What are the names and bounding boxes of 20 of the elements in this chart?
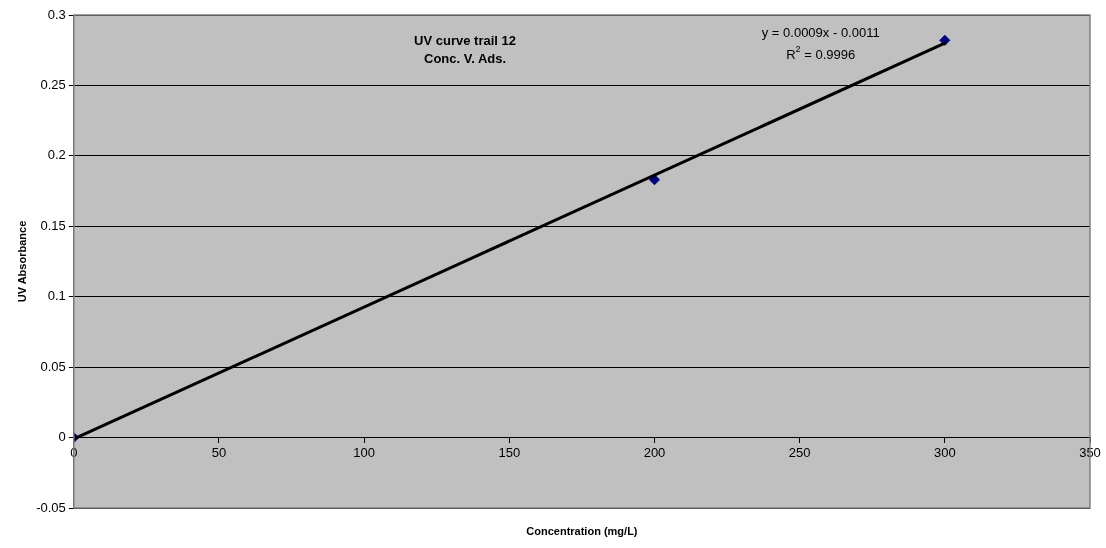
x-tick-label: 250 — [788, 444, 811, 460]
text: Conc. V. Ads. — [423, 50, 507, 66]
x-tick-label: 50 — [211, 444, 227, 460]
y-tick-label: 0.15 — [40, 217, 66, 233]
y-tick-label: 0.3 — [47, 6, 66, 22]
x-tick-label: 300 — [933, 444, 956, 460]
y-tick-label: 0 — [58, 429, 66, 445]
x-tick-label: 200 — [643, 444, 666, 460]
y-tick-label: 0.1 — [47, 288, 66, 304]
text: UV curve trail 12 — [414, 32, 516, 48]
y-tick-label: -0.05 — [36, 499, 66, 515]
y-axis-title: UV Absorbance — [15, 220, 28, 303]
x-axis-title: Concentration (mg/L) — [526, 525, 638, 538]
x-tick-label: 350 — [1079, 444, 1101, 460]
x-tick-label: 100 — [353, 444, 376, 460]
annotation: y = 0.0009x - 0.0011 — [761, 24, 880, 40]
x-tick-label: 150 — [498, 444, 521, 460]
y-tick-label: 0.25 — [40, 77, 66, 93]
y-tick-label: 0.2 — [47, 147, 66, 163]
y-tick-label: 0.05 — [40, 358, 66, 374]
